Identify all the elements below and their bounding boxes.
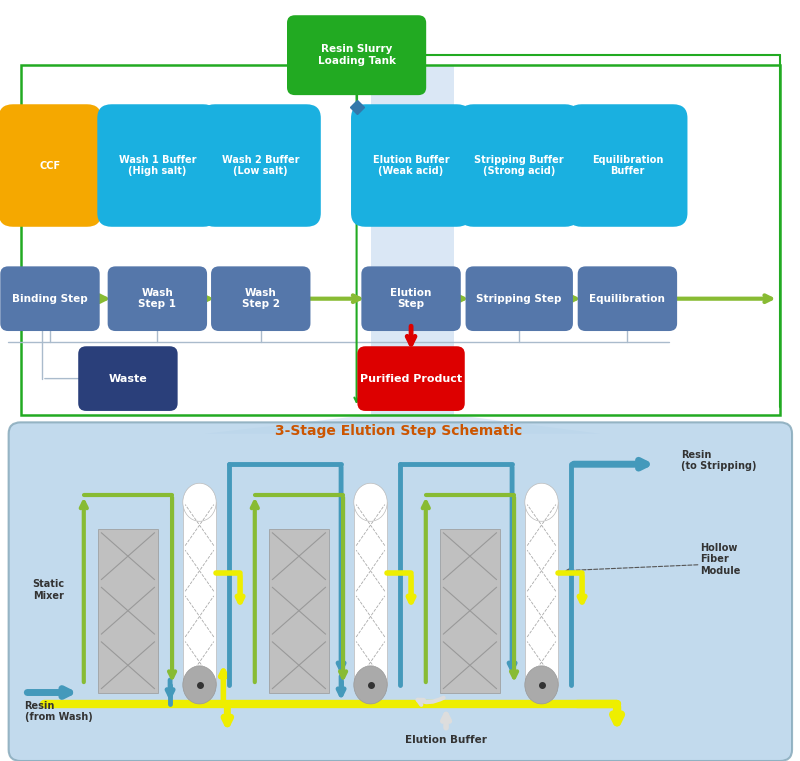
Bar	[98, 529, 158, 693]
Text: Elution Buffer: Elution Buffer	[405, 734, 487, 745]
Ellipse shape	[525, 666, 558, 704]
Text: Stripping Step: Stripping Step	[477, 294, 562, 304]
FancyBboxPatch shape	[0, 104, 102, 227]
Text: Elution Buffer
(Weak acid): Elution Buffer (Weak acid)	[373, 154, 450, 177]
FancyBboxPatch shape	[201, 104, 321, 227]
Bar	[183, 502, 216, 685]
FancyBboxPatch shape	[108, 266, 207, 331]
Bar	[525, 502, 558, 685]
FancyBboxPatch shape	[567, 104, 687, 227]
Text: CCF: CCF	[39, 161, 61, 170]
FancyBboxPatch shape	[211, 266, 310, 331]
Text: 3-Stage Elution Step Schematic: 3-Stage Elution Step Schematic	[274, 425, 522, 438]
Text: Wash 2 Buffer
(Low salt): Wash 2 Buffer (Low salt)	[222, 154, 299, 177]
Ellipse shape	[183, 483, 216, 521]
FancyBboxPatch shape	[362, 266, 461, 331]
Text: Stripping Buffer
(Strong acid): Stripping Buffer (Strong acid)	[474, 154, 564, 177]
Bar	[370, 65, 454, 415]
Text: Resin
(to Stripping): Resin (to Stripping)	[681, 450, 756, 471]
Text: Resin
(from Wash): Resin (from Wash)	[25, 701, 92, 722]
Ellipse shape	[183, 666, 216, 704]
Text: Resin Slurry
Loading Tank: Resin Slurry Loading Tank	[318, 44, 395, 66]
Bar	[440, 529, 500, 693]
Text: Wash
Step 2: Wash Step 2	[242, 288, 280, 310]
Bar	[354, 502, 387, 685]
Ellipse shape	[525, 483, 558, 521]
Bar	[21, 65, 780, 415]
Text: Wash 1 Buffer
(High salt): Wash 1 Buffer (High salt)	[118, 154, 196, 177]
Text: Wash
Step 1: Wash Step 1	[138, 288, 176, 310]
Text: Purified Product: Purified Product	[360, 374, 462, 384]
Text: Equilibration
Buffer: Equilibration Buffer	[592, 154, 663, 177]
FancyBboxPatch shape	[78, 346, 178, 411]
Ellipse shape	[354, 666, 387, 704]
FancyBboxPatch shape	[578, 266, 677, 331]
Polygon shape	[203, 415, 601, 434]
Text: Equilibration: Equilibration	[590, 294, 666, 304]
Text: Hollow
Fiber
Module: Hollow Fiber Module	[701, 543, 741, 576]
FancyBboxPatch shape	[351, 104, 471, 227]
FancyBboxPatch shape	[466, 266, 573, 331]
Text: Waste: Waste	[109, 374, 147, 384]
Text: Elution
Step: Elution Step	[390, 288, 432, 310]
FancyBboxPatch shape	[98, 104, 218, 227]
Ellipse shape	[354, 483, 387, 521]
FancyBboxPatch shape	[358, 346, 465, 411]
Text: Binding Step: Binding Step	[12, 294, 88, 304]
FancyBboxPatch shape	[0, 266, 100, 331]
FancyBboxPatch shape	[459, 104, 579, 227]
Bar	[269, 529, 329, 693]
FancyBboxPatch shape	[9, 422, 792, 761]
FancyBboxPatch shape	[287, 15, 426, 95]
Text: Static
Mixer: Static Mixer	[32, 579, 65, 600]
